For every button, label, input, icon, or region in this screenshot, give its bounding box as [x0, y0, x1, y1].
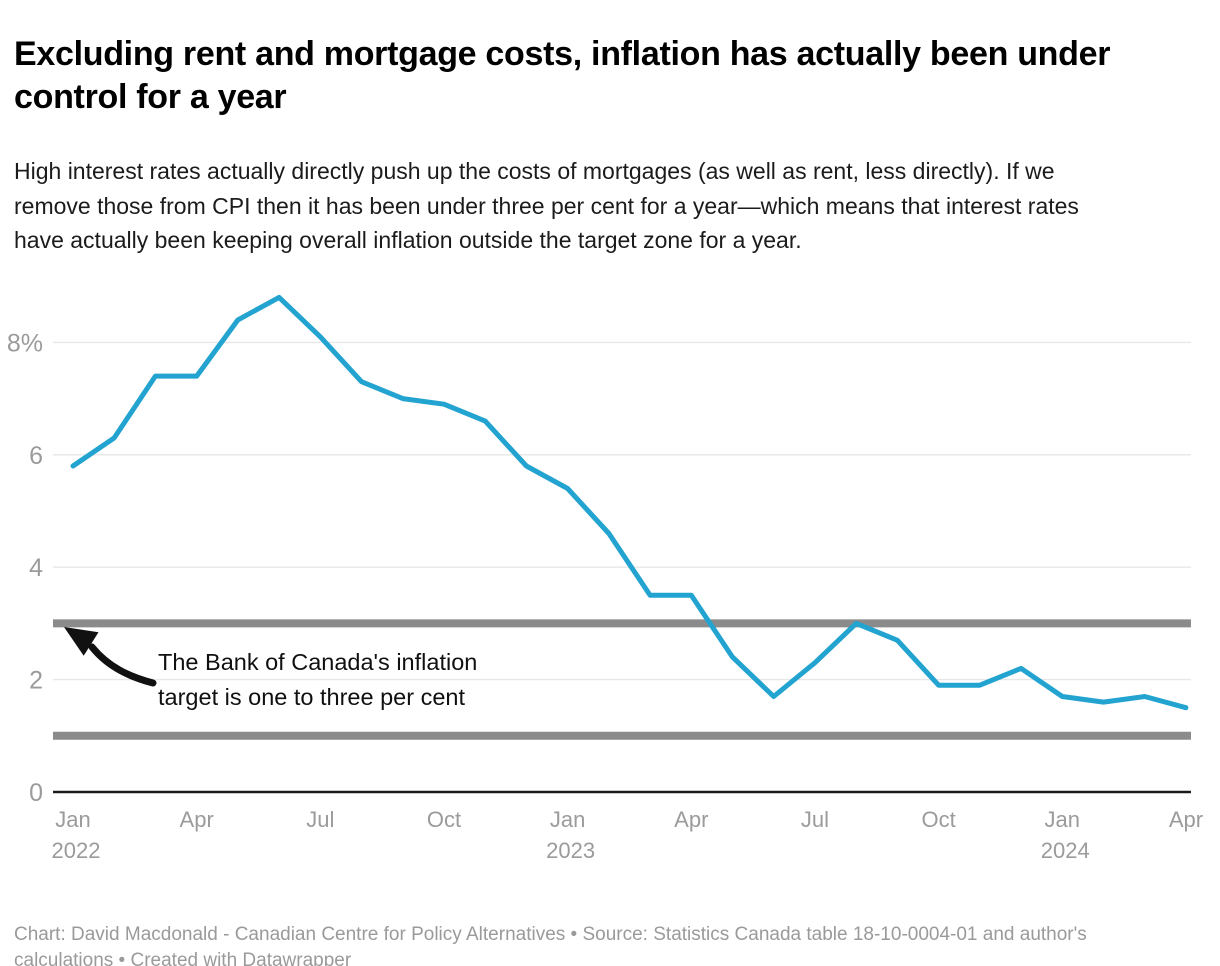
x-tick-label: Apr [674, 807, 708, 832]
annotation-arrowhead [64, 627, 99, 656]
annotation-arrow [64, 627, 157, 687]
y-tick-label: 8% [7, 329, 43, 357]
x-tick-label: Oct [922, 807, 956, 832]
annotation-line-2: target is one to three per cent [158, 684, 465, 710]
chart-subtitle: High interest rates actually directly pu… [14, 158, 1079, 253]
target-band [53, 619, 1191, 740]
annotation-arrow-shaft [88, 643, 157, 687]
page-title: Excluding rent and mortgage costs, infla… [14, 34, 1111, 117]
y-tick-label: 2 [29, 667, 43, 695]
x-tick-label: Apr [180, 807, 214, 832]
inflation-line [70, 294, 1189, 711]
chart-credit: Chart: David Macdonald - Canadian Centre… [14, 924, 1087, 966]
inflation-series [70, 294, 1189, 711]
x-tick-year-label: 2023 [546, 838, 595, 863]
x-tick-label: Jul [801, 807, 829, 832]
x-tick-label: Jan [1045, 807, 1080, 832]
target-band-annotation: The Bank of Canada's inflation target is… [158, 645, 477, 715]
x-tick-label: Jan [550, 807, 585, 832]
annotation-line-1: The Bank of Canada's inflation [158, 649, 478, 675]
y-tick-label: 4 [29, 554, 43, 582]
x-tick-year-label: 2022 [52, 838, 101, 863]
x-tick-label: Oct [427, 807, 461, 832]
y-tick-label: 0 [29, 779, 43, 807]
gridlines [53, 341, 1191, 681]
axis-tick-labels: 0 2 4 6 8% Jan 2022 Apr Jul Oct Jan 2023 Apr Jul Oct Ja… [7, 329, 1203, 863]
x-tick-label: Jan [55, 807, 90, 832]
x-tick-label: Jul [306, 807, 334, 832]
x-tick-year-label: 2024 [1041, 838, 1090, 863]
inflation-line-chart: 0 2 4 6 8% Jan 2022 Apr Jul Oct Jan 2023 Apr Jul Oct Ja… [7, 294, 1203, 863]
x-tick-label: Apr [1169, 807, 1203, 832]
y-tick-label: 6 [29, 442, 43, 470]
